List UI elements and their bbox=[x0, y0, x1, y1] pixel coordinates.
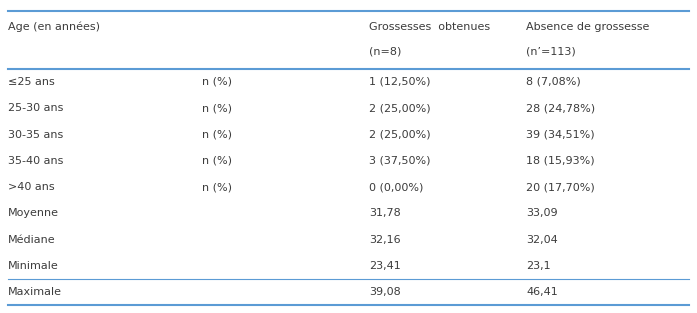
Text: 39 (34,51%): 39 (34,51%) bbox=[526, 130, 595, 140]
Text: 8 (7,08%): 8 (7,08%) bbox=[526, 77, 581, 87]
Text: 30-35 ans: 30-35 ans bbox=[8, 130, 63, 140]
Text: Age (en années): Age (en années) bbox=[8, 22, 100, 33]
Text: Absence de grossesse: Absence de grossesse bbox=[526, 22, 650, 32]
Text: n (%): n (%) bbox=[202, 77, 232, 87]
Text: Minimale: Minimale bbox=[8, 261, 59, 271]
Text: >40 ans: >40 ans bbox=[8, 182, 55, 192]
Text: 23,41: 23,41 bbox=[369, 261, 401, 271]
Text: Maximale: Maximale bbox=[8, 287, 62, 297]
Text: 2 (25,00%): 2 (25,00%) bbox=[369, 103, 431, 113]
Text: (n=8): (n=8) bbox=[369, 47, 401, 56]
Text: 25-30 ans: 25-30 ans bbox=[8, 103, 63, 113]
Text: 1 (12,50%): 1 (12,50%) bbox=[369, 77, 431, 87]
Text: 3 (37,50%): 3 (37,50%) bbox=[369, 156, 431, 166]
Text: 35-40 ans: 35-40 ans bbox=[8, 156, 63, 166]
Text: n (%): n (%) bbox=[202, 103, 232, 113]
Text: 23,1: 23,1 bbox=[526, 261, 551, 271]
Text: Grossesses  obtenues: Grossesses obtenues bbox=[369, 22, 491, 32]
Text: 46,41: 46,41 bbox=[526, 287, 558, 297]
Text: 20 (17,70%): 20 (17,70%) bbox=[526, 182, 595, 192]
Text: n (%): n (%) bbox=[202, 182, 232, 192]
Text: ≤25 ans: ≤25 ans bbox=[8, 77, 55, 87]
Text: 39,08: 39,08 bbox=[369, 287, 401, 297]
Text: Médiane: Médiane bbox=[8, 234, 56, 244]
Text: n (%): n (%) bbox=[202, 130, 232, 140]
Text: 2 (25,00%): 2 (25,00%) bbox=[369, 130, 431, 140]
Text: 33,09: 33,09 bbox=[526, 208, 558, 218]
Text: 0 (0,00%): 0 (0,00%) bbox=[369, 182, 424, 192]
Text: 32,04: 32,04 bbox=[526, 234, 558, 244]
Text: n (%): n (%) bbox=[202, 156, 232, 166]
Text: 18 (15,93%): 18 (15,93%) bbox=[526, 156, 595, 166]
Text: 32,16: 32,16 bbox=[369, 234, 401, 244]
Text: Moyenne: Moyenne bbox=[8, 208, 59, 218]
Text: (n’=113): (n’=113) bbox=[526, 47, 576, 56]
Text: 28 (24,78%): 28 (24,78%) bbox=[526, 103, 595, 113]
Text: 31,78: 31,78 bbox=[369, 208, 401, 218]
